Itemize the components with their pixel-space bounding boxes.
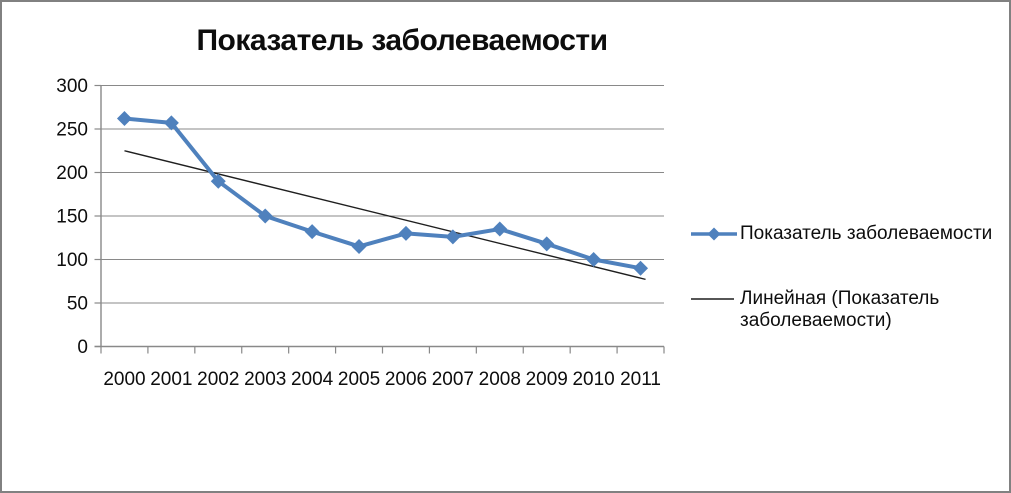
legend-item-trendline: Линейная (Показатель заболеваемости) — [690, 288, 1002, 332]
x-axis-label: 2002 — [197, 369, 239, 390]
x-axis-label: 2005 — [338, 369, 380, 390]
y-axis-label: 200 — [56, 163, 88, 184]
y-axis-label: 100 — [56, 250, 88, 271]
x-axis-label: 2008 — [479, 369, 521, 390]
series-line — [122, 116, 643, 271]
series-marker — [351, 238, 367, 254]
y-axis-label: 0 — [77, 337, 88, 358]
y-axis-label: 250 — [56, 120, 88, 141]
series-marker — [633, 260, 649, 276]
x-axis-label: 2010 — [572, 369, 614, 390]
trendline-swatch-icon — [691, 298, 734, 300]
series-marker — [163, 115, 179, 131]
x-axis-label: 2011 — [620, 369, 661, 390]
legend: Показатель заболеваемости Линейная (Пока… — [690, 223, 1002, 332]
trendline — [124, 150, 646, 281]
x-axis-label: 2006 — [385, 369, 427, 390]
x-axis-label: 2003 — [244, 369, 286, 390]
legend-label-trendline: Линейная (Показатель заболеваемости) — [740, 288, 940, 331]
series-line-diamond-icon — [691, 227, 737, 241]
legend-label-series: Показатель заболеваемости — [740, 223, 993, 244]
x-axis-label: 2009 — [526, 369, 568, 390]
y-axis-label: 50 — [67, 294, 88, 315]
y-axis-label: 150 — [56, 207, 88, 228]
x-axis-label: 2007 — [432, 369, 474, 390]
series-marker — [586, 252, 602, 267]
x-axis-label: 2001 — [150, 369, 192, 390]
series-marker — [445, 229, 461, 245]
series-marker — [304, 224, 320, 240]
y-axis-label: 300 — [56, 76, 88, 97]
series-marker — [116, 111, 132, 127]
x-axis-label: 2004 — [291, 369, 334, 390]
series-marker — [492, 221, 508, 237]
series-marker — [539, 236, 555, 252]
x-axis-label: 2000 — [103, 369, 145, 390]
series-marker — [398, 225, 414, 241]
series-marker — [210, 173, 226, 189]
series-marker — [257, 208, 273, 224]
legend-item-series: Показатель заболеваемости — [690, 223, 1002, 245]
chart-title: Показатель заболеваемости — [196, 24, 608, 57]
